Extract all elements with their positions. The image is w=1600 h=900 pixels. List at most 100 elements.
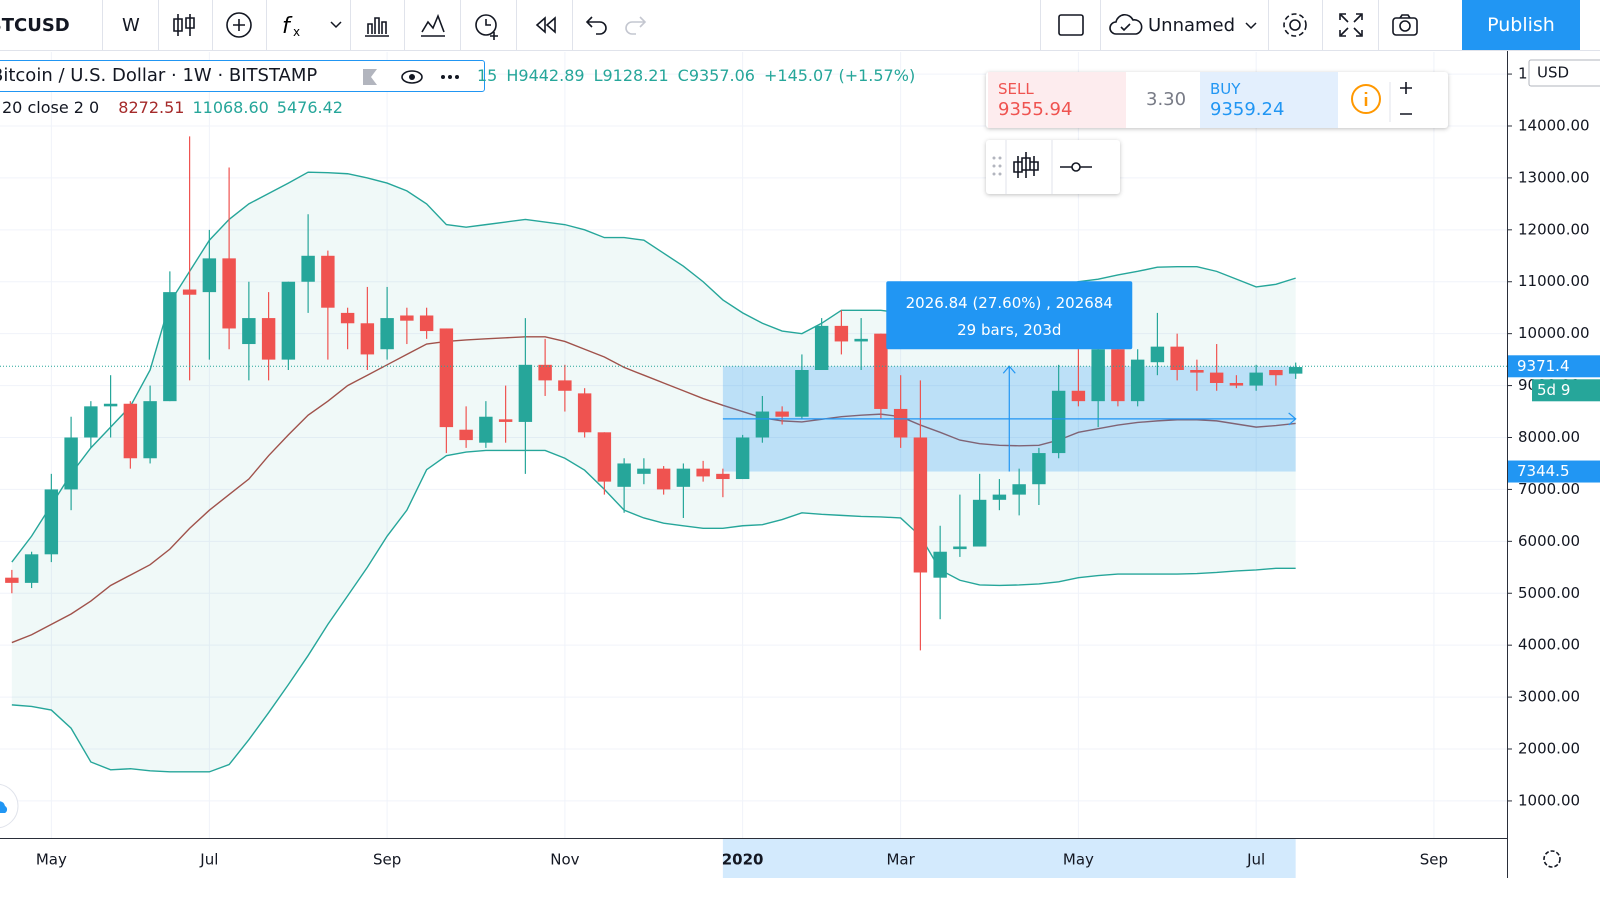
templates-icon[interactable] — [362, 10, 392, 40]
candle-body — [163, 292, 177, 402]
toolbar: BTCUSD W fx Unnamed Publish — [0, 0, 1600, 51]
indicator-value: 11068.60 — [192, 98, 269, 117]
candle-body — [854, 338, 868, 342]
alerts-icon[interactable] — [418, 10, 448, 40]
middle-band — [11, 336, 1296, 644]
ohlc-row: 15 H9442.89 L9128.21 C9357.06 +145.07 (+1.57… — [477, 66, 924, 85]
snapshot-icon[interactable] — [1390, 10, 1420, 40]
measure-text: 2026.84 (27.60%) , 202684 — [906, 294, 1113, 312]
ohlc-value: H9442.89 — [506, 66, 585, 85]
sell-button[interactable]: SELL 9355.94 — [988, 72, 1126, 128]
legend-box: Bitcoin / U.S. Dollar · 1W · BITSTAMP — [0, 60, 485, 92]
measure-arrowhead — [1002, 365, 1016, 374]
indicator-row: 20 close 2 0 8272.51 11068.60 5476.42 — [2, 98, 351, 117]
time-axis-highlight — [722, 839, 1296, 878]
publish-button[interactable]: Publish — [1462, 0, 1580, 50]
countdown-badge — [1532, 379, 1600, 402]
layout-name[interactable]: Unnamed — [1148, 14, 1236, 36]
measure-arrowhead — [1288, 412, 1297, 426]
buy-button[interactable]: BUY 9359.24 — [1200, 72, 1338, 128]
x-tick-label: Mar — [886, 851, 915, 869]
y-tick-label: 6000.00 — [1518, 532, 1580, 550]
candle-body — [281, 281, 296, 360]
candle-body — [735, 437, 750, 480]
replay-icon[interactable] — [530, 10, 560, 40]
cloud-icon[interactable] — [1108, 10, 1144, 40]
undo-icon[interactable] — [582, 10, 612, 40]
separator — [1040, 0, 1041, 50]
candle-body — [242, 318, 256, 345]
candle-body — [518, 364, 533, 422]
fullscreen-icon[interactable] — [1336, 10, 1366, 40]
nav-icon-cloud — [0, 801, 8, 813]
indicator-value: 8272.51 — [118, 98, 185, 117]
countdown-label: 5d 9 — [1537, 381, 1570, 399]
redo-icon[interactable] — [620, 10, 650, 40]
candle-body — [538, 364, 552, 381]
candle-body — [182, 289, 197, 295]
separator — [212, 0, 213, 50]
chart-style-icon[interactable] — [170, 10, 200, 40]
candle-body — [617, 463, 631, 487]
candle-body — [340, 312, 355, 324]
candle-body — [874, 333, 888, 409]
x-tick-label: Jul — [199, 851, 218, 869]
sidebar-toggle[interactable] — [1582, 10, 1600, 40]
buy-price: 9359.24 — [1210, 99, 1285, 120]
y-tick-label: 11000.00 — [1518, 272, 1590, 290]
measure-high-badge-label: 9371.4 — [1517, 357, 1570, 375]
svg-text:x: x — [293, 25, 300, 39]
ohlc-value: C9357.06 — [677, 66, 755, 85]
x-tick-label: Nov — [550, 851, 579, 869]
candle-body — [5, 577, 19, 583]
candle-body — [676, 468, 691, 487]
candle-body — [1071, 390, 1086, 402]
alert-clock-icon[interactable] — [472, 10, 504, 40]
candle-body — [24, 554, 39, 583]
candle-body — [360, 323, 375, 355]
ohlc-value: L9128.21 — [593, 66, 669, 85]
ohlc-value: 15 — [477, 66, 498, 85]
candle-body — [1170, 346, 1184, 371]
candle-body — [637, 468, 651, 474]
legend-icons — [363, 69, 459, 85]
drawing-panel-icons[interactable] — [986, 140, 1120, 194]
candle-body — [439, 328, 454, 428]
ohlc-value: +145.07 (+1.57%) — [763, 66, 916, 85]
candle-body — [775, 411, 789, 417]
buy-label: BUY — [1210, 80, 1241, 98]
compare-icon[interactable] — [224, 10, 254, 40]
dropdown-icon[interactable] — [1242, 10, 1262, 40]
layout-icon[interactable] — [1056, 10, 1086, 40]
y-tick-label: 10000.00 — [1518, 324, 1590, 342]
candle-body — [1111, 349, 1125, 402]
candle-body — [795, 370, 809, 417]
candle-body — [755, 411, 770, 438]
separator — [1268, 0, 1269, 50]
trade-controls[interactable] — [1350, 82, 1446, 122]
separator — [266, 0, 267, 50]
separator — [460, 0, 461, 50]
candle-body — [64, 437, 78, 490]
interval[interactable]: W — [122, 14, 140, 36]
candle-body — [498, 419, 513, 422]
candle-body — [933, 551, 947, 578]
settings-gear — [1543, 850, 1561, 868]
candle-body — [972, 499, 987, 547]
candle-body — [1032, 453, 1046, 485]
measure-high-badge — [1508, 355, 1600, 378]
candle-body — [1288, 367, 1303, 374]
currency-label: USD — [1537, 64, 1569, 82]
sell-label: SELL — [998, 80, 1034, 98]
measure-tooltip — [886, 281, 1133, 350]
x-tick-label: 2020 — [722, 851, 764, 869]
settings-icon[interactable] — [1280, 10, 1310, 40]
candle-body — [479, 416, 493, 443]
symbol[interactable]: BTCUSD — [0, 14, 70, 36]
chart: 2026.84 (27.60%) , 202684 29 bars, 203d 10… — [0, 51, 1600, 878]
y-tick-label: 5000.00 — [1518, 584, 1580, 602]
separator — [350, 0, 351, 50]
lower-band — [11, 449, 1296, 773]
drawing-panel — [986, 140, 1120, 194]
